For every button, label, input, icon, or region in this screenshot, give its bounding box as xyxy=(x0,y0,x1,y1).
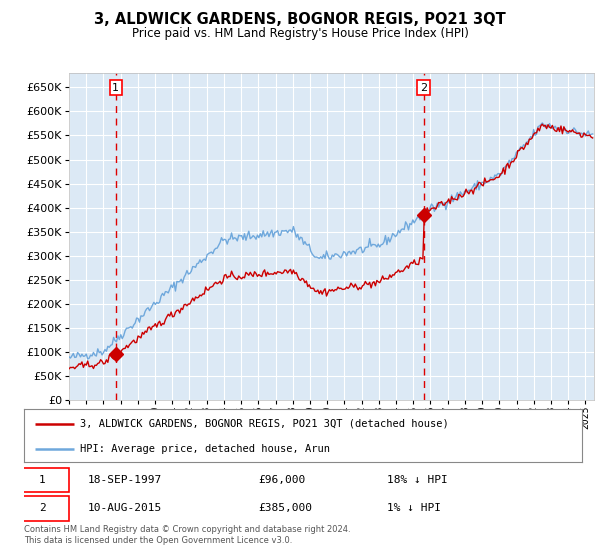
Text: Price paid vs. HM Land Registry's House Price Index (HPI): Price paid vs. HM Land Registry's House … xyxy=(131,27,469,40)
Text: 3, ALDWICK GARDENS, BOGNOR REGIS, PO21 3QT (detached house): 3, ALDWICK GARDENS, BOGNOR REGIS, PO21 3… xyxy=(80,419,449,429)
Text: £385,000: £385,000 xyxy=(259,503,313,514)
FancyBboxPatch shape xyxy=(16,496,68,521)
Text: 10-AUG-2015: 10-AUG-2015 xyxy=(88,503,163,514)
Text: HPI: Average price, detached house, Arun: HPI: Average price, detached house, Arun xyxy=(80,444,330,454)
Text: £96,000: £96,000 xyxy=(259,475,305,485)
Text: 18-SEP-1997: 18-SEP-1997 xyxy=(88,475,163,485)
Text: Contains HM Land Registry data © Crown copyright and database right 2024.
This d: Contains HM Land Registry data © Crown c… xyxy=(24,525,350,545)
Text: 18% ↓ HPI: 18% ↓ HPI xyxy=(387,475,448,485)
FancyBboxPatch shape xyxy=(16,468,68,492)
Text: 2: 2 xyxy=(420,82,427,92)
Text: 1: 1 xyxy=(39,475,46,485)
Text: 2: 2 xyxy=(39,503,46,514)
Text: 1: 1 xyxy=(112,82,119,92)
Text: 1% ↓ HPI: 1% ↓ HPI xyxy=(387,503,440,514)
Text: 3, ALDWICK GARDENS, BOGNOR REGIS, PO21 3QT: 3, ALDWICK GARDENS, BOGNOR REGIS, PO21 3… xyxy=(94,12,506,27)
